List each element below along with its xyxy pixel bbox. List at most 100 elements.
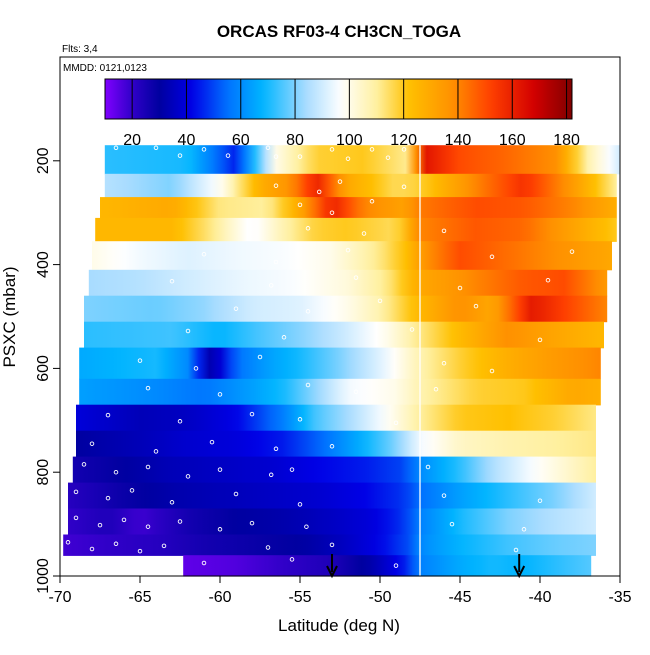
sample-dot <box>489 368 495 374</box>
sample-dot <box>513 547 519 553</box>
heatmap-strip <box>92 241 612 271</box>
sample-dot <box>113 541 119 547</box>
heatmap-strip <box>88 269 608 297</box>
sample-dot <box>329 147 335 152</box>
sample-dot <box>545 277 551 283</box>
sample-dot <box>369 199 375 204</box>
sample-dot <box>249 411 255 417</box>
sample-dot <box>345 247 351 253</box>
sample-dot <box>193 366 199 371</box>
sample-dot <box>449 521 455 527</box>
sample-dot <box>441 360 447 366</box>
heatmap-strip <box>104 145 621 175</box>
colorbar-tick-label: 100 <box>336 132 363 149</box>
sample-dot <box>265 145 271 151</box>
sample-dot <box>169 500 175 505</box>
colorbar-tick-label: 60 <box>232 132 250 149</box>
sample-dot <box>305 226 311 231</box>
colorbar-tick-label: 20 <box>123 132 141 149</box>
sample-dot <box>289 467 295 472</box>
sample-dot <box>145 385 151 391</box>
sample-dot <box>268 472 274 478</box>
sample-dot <box>401 147 407 152</box>
sample-dot <box>393 420 399 426</box>
sample-dot <box>201 147 207 152</box>
sample-dot <box>489 254 495 260</box>
sample-dot <box>273 446 279 452</box>
sample-dot <box>145 524 151 529</box>
heatmap-strip <box>183 555 592 577</box>
sample-dot <box>297 202 303 208</box>
sample-dot <box>249 520 255 526</box>
sample-dot <box>257 354 263 360</box>
sample-dot <box>217 467 223 472</box>
heatmap-strip <box>68 508 596 536</box>
sample-dot <box>145 464 151 470</box>
heatmap-strip <box>104 173 617 198</box>
sample-dot <box>225 153 231 158</box>
sample-dot <box>97 522 103 528</box>
heatmap-strip <box>95 217 617 242</box>
y-tick-label: 600 <box>35 355 52 382</box>
sample-dot <box>233 491 239 497</box>
colorbar: 20 40 60 80 100 120 140 160 180 <box>104 78 580 149</box>
plot-area <box>63 145 621 579</box>
heatmap-strip <box>79 378 601 406</box>
x-tick-label: -40 <box>528 589 551 606</box>
sample-dot <box>521 527 527 532</box>
sample-dot <box>297 502 303 507</box>
heatmap-strip <box>79 347 601 380</box>
sample-dot <box>153 145 159 151</box>
y-axis-label: PSXC (mbar) <box>0 266 19 367</box>
sample-dot <box>65 540 71 545</box>
colorbar-tick-label: 160 <box>499 132 526 149</box>
sample-dot <box>304 524 309 529</box>
heatmap-strip <box>72 456 597 484</box>
sample-dot <box>377 298 383 304</box>
sample-dot <box>473 303 479 309</box>
sample-dot <box>273 183 279 188</box>
y-tick-label: 400 <box>35 251 52 278</box>
sample-dot <box>177 419 183 424</box>
sample-dot <box>369 147 375 152</box>
heatmap-strip <box>76 404 596 432</box>
sample-dot <box>273 154 279 159</box>
plot-frame <box>59 56 621 577</box>
sample-dot <box>217 392 223 397</box>
sample-dot <box>329 542 335 548</box>
sample-dot <box>305 382 311 388</box>
sample-dot <box>217 527 223 532</box>
sample-dot <box>73 489 79 495</box>
sample-dot <box>169 278 175 284</box>
sample-dot <box>273 259 279 265</box>
sample-dot <box>441 228 447 234</box>
heatmap-strip <box>68 482 596 510</box>
x-tick-label: -60 <box>208 589 231 606</box>
x-tick-label: -35 <box>608 589 631 606</box>
sample-dot <box>353 275 359 280</box>
sample-dot <box>361 231 367 236</box>
flights-label: Flts: 3,4 <box>62 44 98 55</box>
sample-dot <box>537 337 543 343</box>
sample-dot <box>81 462 87 467</box>
sample-dot <box>121 517 127 523</box>
sample-dot <box>441 493 447 498</box>
colorbar-tick-label: 120 <box>390 132 417 149</box>
sample-dot <box>569 249 575 254</box>
x-tick-label: -70 <box>48 589 71 606</box>
sample-dot <box>385 155 391 160</box>
sample-dot <box>337 179 343 184</box>
sample-dot <box>113 145 119 151</box>
sample-dot <box>185 474 191 479</box>
sample-dot <box>185 328 191 334</box>
sample-dot <box>268 283 274 288</box>
date-label: MMDD: 0121,0123 <box>63 63 147 74</box>
heatmap-strip <box>84 321 604 349</box>
sample-dot <box>105 495 111 501</box>
heatmap-strip <box>63 534 596 556</box>
sample-dot <box>329 210 335 215</box>
y-tick-label: 800 <box>35 459 52 486</box>
sample-dot <box>73 515 79 521</box>
